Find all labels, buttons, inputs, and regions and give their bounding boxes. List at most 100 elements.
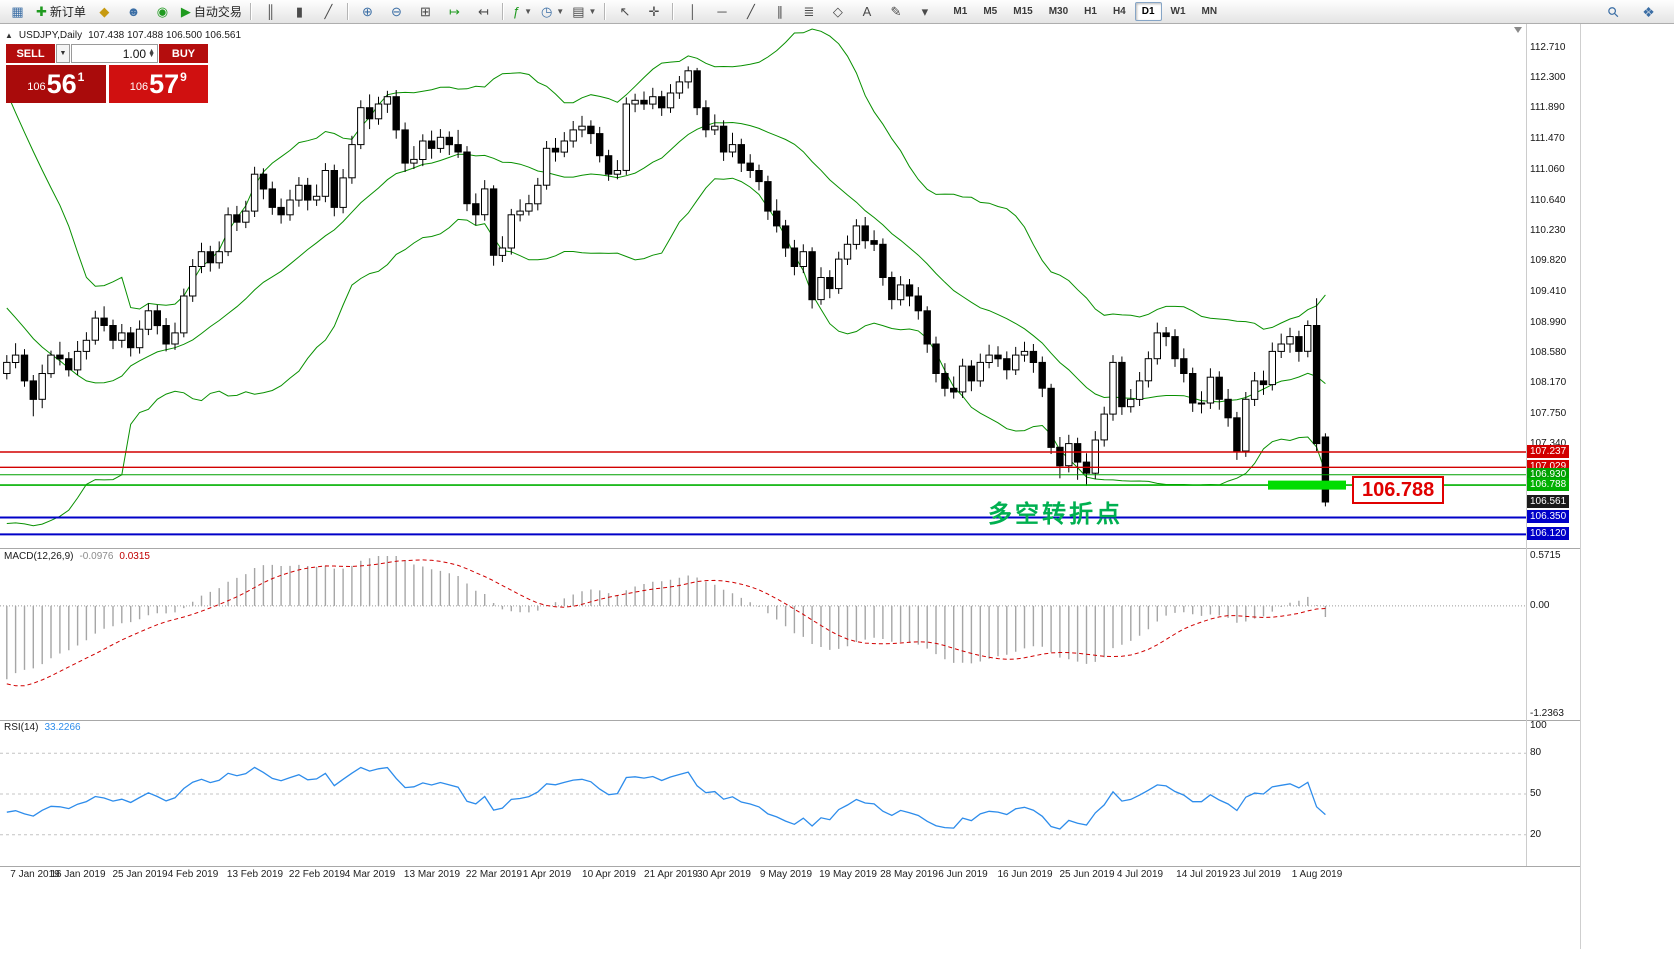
crosshair-icon[interactable]: ✛ [639, 1, 668, 23]
fibonacci-icon[interactable]: ≣ [794, 1, 823, 23]
price-tick-label: 110.640 [1530, 195, 1566, 206]
price-tick-label: 111.890 [1530, 102, 1565, 113]
main-toolbar[interactable]: ▦ ✚ 新订单 ◆ ☻ ◉ ▶ 自动交易 ║ ▮ ╱ ⊕ ⊖ ⊞ ↦ ↤ ƒ ▼ ◷ ▼ ▤ ▼ ↖ ✛ │ ─ ╱ ∥ ≣ ◇ A ✎ ▾ M… [0, 0, 1674, 24]
toolbar-right-group: ⚲ ❖ [1599, 1, 1671, 23]
price-callout-box[interactable]: 106.788 [1352, 476, 1445, 504]
search-icon[interactable]: ⚲ [1599, 1, 1628, 23]
timeframe-toolbar: M1 M5 M15 M30 H1 H4 D1 W1 MN [945, 2, 1225, 21]
timeframe-h4-button[interactable]: H4 [1112, 6, 1126, 17]
timeframe-mn-button[interactable]: MN [1201, 6, 1218, 17]
line-chart-icon[interactable]: ╱ [314, 1, 343, 23]
indicators-icon[interactable]: ƒ ▼ [508, 1, 537, 23]
periods-icon[interactable]: ◷ ▼ [537, 1, 568, 23]
price-line-axis-label[interactable]: 106.788 [1527, 478, 1570, 491]
news-icon[interactable]: ◉ [148, 1, 177, 23]
buy-price-point: 9 [180, 70, 187, 84]
vertical-line-icon: │ [688, 4, 697, 19]
text-icon: A [862, 4, 872, 19]
buy-price-panel[interactable]: 106 57 9 [108, 65, 208, 103]
sell-button[interactable]: SELL [6, 44, 55, 63]
trendline-icon[interactable]: ╱ [736, 1, 765, 23]
toolbar-separator [249, 3, 252, 20]
new-order-button[interactable]: ✚ 新订单 [32, 1, 90, 23]
date-label: 4 Mar 2019 [344, 869, 396, 880]
profile-icon: ☻ [126, 4, 141, 19]
date-label: 4 Feb 2019 [167, 869, 219, 880]
timeframe-m5-button[interactable]: M5 [983, 6, 998, 17]
date-label: 30 Apr 2019 [697, 869, 751, 880]
indicators-icon-caret[interactable]: ▼ [524, 7, 533, 16]
sell-options-caret[interactable]: ▼ [56, 44, 70, 63]
date-label: 19 May 2019 [819, 869, 877, 880]
autotrading-button[interactable]: ▶ 自动交易 [177, 1, 246, 23]
tile-windows-icon[interactable]: ⊞ [411, 1, 440, 23]
price-tick-label: 110.230 [1530, 225, 1566, 236]
more-tools-icon[interactable]: ▾ [910, 1, 939, 23]
profile-icon[interactable]: ☻ [119, 1, 148, 23]
shapes-icon[interactable]: ◇ [823, 1, 852, 23]
zoom-out-icon[interactable]: ⊖ [382, 1, 411, 23]
timeframe-d1-button[interactable]: D1 [1134, 2, 1162, 21]
chart-shift-icon[interactable]: ↤ [469, 1, 498, 23]
chart-shift-marker [1514, 27, 1522, 33]
templates-icon[interactable]: ▤ ▼ [568, 1, 600, 23]
price-line-axis-label[interactable]: 107.237 [1527, 445, 1570, 458]
highlight-segment[interactable] [1268, 480, 1346, 490]
volume-input[interactable]: 1.00 ▲ ▼ [71, 44, 158, 63]
horizontal-line-icon[interactable]: ─ [707, 1, 736, 23]
zoom-in-icon[interactable]: ⊕ [353, 1, 382, 23]
toolbar-separator [346, 3, 349, 20]
date-label: 16 Jan 2019 [50, 869, 106, 880]
rsi-axis-label: 50 [1530, 788, 1542, 799]
price-tick-label: 112.300 [1530, 72, 1566, 83]
community-icon[interactable]: ❖ [1634, 1, 1663, 23]
chart-shift-icon: ↤ [477, 4, 489, 19]
templates-icon-caret[interactable]: ▼ [588, 7, 597, 16]
timeframe-w1-button[interactable]: W1 [1170, 6, 1186, 17]
auto-scroll-icon[interactable]: ↦ [440, 1, 469, 23]
arrows-icon[interactable]: ✎ [881, 1, 910, 23]
timeframe-m15-button[interactable]: M15 [1013, 6, 1033, 17]
buy-price-base: 106 [129, 81, 149, 93]
timeframe-m1-button[interactable]: M1 [953, 6, 968, 17]
rsi-axis-label: 80 [1530, 747, 1542, 758]
buy-button[interactable]: BUY [159, 44, 208, 63]
crosshair-icon: ✛ [648, 4, 660, 19]
periods-icon-caret[interactable]: ▼ [556, 7, 565, 16]
cursor-icon[interactable]: ↖ [610, 1, 639, 23]
channel-icon[interactable]: ∥ [765, 1, 794, 23]
candlestick-chart-icon[interactable]: ▮ [285, 1, 314, 23]
rsi-line [6, 766, 1326, 830]
price-tick-label: 109.820 [1530, 255, 1567, 266]
date-label: 22 Mar 2019 [465, 869, 523, 880]
bar-chart-icon[interactable]: ║ [256, 1, 285, 23]
rsi-value: 33.2266 [44, 722, 81, 733]
auto-scroll-icon: ↦ [448, 4, 460, 19]
date-label: 6 Jun 2019 [938, 869, 988, 880]
price-line-axis-label[interactable]: 106.930 [1527, 468, 1570, 481]
volume-stepper[interactable]: ▲ ▼ [148, 47, 155, 59]
sell-price-panel[interactable]: 106 56 1 [6, 65, 106, 103]
price-line-axis-label[interactable]: 106.350 [1527, 510, 1570, 523]
chart-window-icon[interactable]: ▦ [3, 1, 32, 23]
vertical-line-icon[interactable]: │ [678, 1, 707, 23]
search-icon: ⚲ [1604, 2, 1623, 21]
date-label: 13 Mar 2019 [403, 869, 461, 880]
timeframe-m30-button[interactable]: M30 [1048, 6, 1069, 17]
date-label: 7 Jan 2019 [10, 869, 60, 880]
timeframe-h1-button[interactable]: H1 [1084, 6, 1097, 17]
toolbar-left-group: ▦ ✚ 新订单 ◆ ☻ ◉ ▶ 自动交易 ║ ▮ ╱ ⊕ ⊖ ⊞ ↦ ↤ ƒ ▼ ◷ ▼ ▤ ▼ ↖ ✛ │ ─ ╱ ∥ ≣ ◇ A ✎ ▾ [3, 1, 939, 23]
text-icon[interactable]: A [852, 1, 881, 23]
candles [3, 66, 1330, 507]
price-line-axis-label[interactable]: 106.120 [1527, 527, 1570, 540]
sell-price-base: 106 [27, 81, 46, 93]
instruments-icon[interactable]: ◆ [90, 1, 119, 23]
collapse-triangle-icon[interactable]: ▲ [5, 31, 13, 40]
window-right-margin [1580, 24, 1674, 949]
macd-axis-label: -1.2363 [1530, 708, 1564, 719]
news-icon: ◉ [156, 4, 169, 19]
new-order-button: ✚ [36, 4, 47, 19]
